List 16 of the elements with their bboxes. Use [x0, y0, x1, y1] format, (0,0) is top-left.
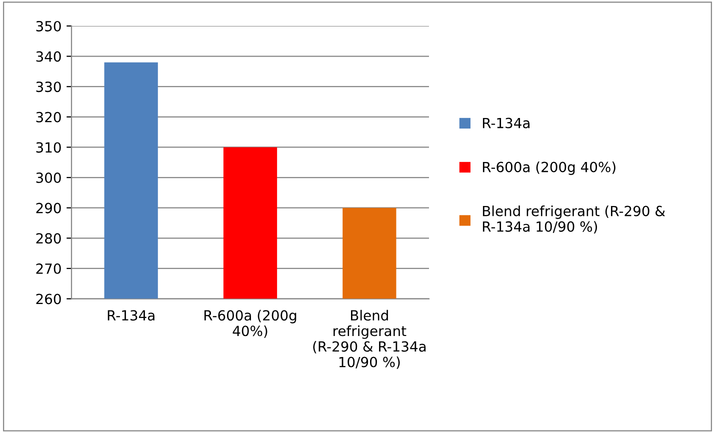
y-tick-label: 340 [36, 51, 61, 62]
legend-label: R-134a [482, 118, 530, 128]
legend-label: R-600a (200g 40%) [482, 162, 616, 175]
y-tick-label: 320 [36, 112, 61, 122]
x-tick-label: Blend refrigerant (R-290 & R-134a 10/90 %) [313, 310, 426, 369]
y-tick-label: 330 [36, 82, 61, 92]
y-tick-label: 290 [36, 202, 61, 214]
y-tick-label: 300 [36, 172, 61, 184]
legend-label: Blend refrigerant (R-290 & R-134a 10/90 %) [482, 206, 666, 234]
y-tick-label: 260 [36, 294, 61, 304]
y-tick-label: 310 [36, 142, 61, 153]
x-tick-label: R-134a [108, 310, 154, 321]
x-tick-label: R-600a (200g 40%) [204, 310, 296, 338]
y-tick-label: 280 [36, 233, 61, 244]
y-tick-label: 350 [36, 20, 61, 32]
y-tick-label: 270 [36, 263, 61, 274]
